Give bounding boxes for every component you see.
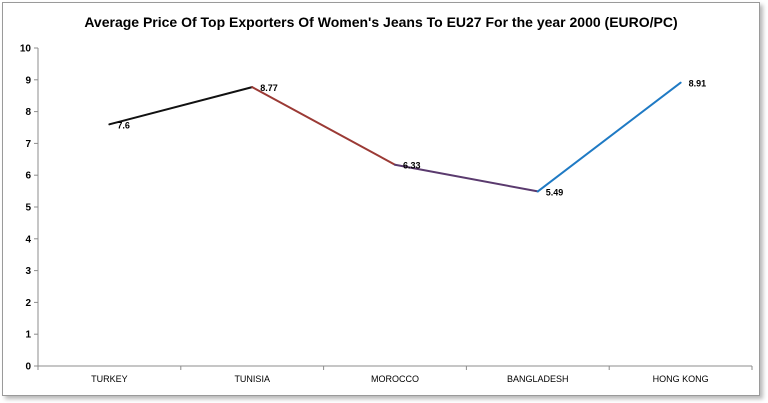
x-axis-ticks: TURKEY TUNISIA MOROCCO BANGLADESH HONG KONG <box>37 366 753 384</box>
chart-title: Average Price Of Top Exporters Of Women'… <box>84 14 677 30</box>
x-tick-label: HONG KONG <box>653 374 709 384</box>
y-tick-label: 4 <box>25 234 31 245</box>
y-tick-label: 9 <box>25 75 31 86</box>
y-axis-ticks: 0 1 2 3 4 5 6 7 8 9 10 <box>20 44 38 373</box>
y-tick-label: 0 <box>25 362 31 373</box>
line-segment <box>394 163 539 193</box>
data-label: 7.6 <box>117 120 130 130</box>
y-tick-label: 10 <box>20 44 32 55</box>
data-label: 5.49 <box>546 187 564 197</box>
line-segment <box>536 81 682 193</box>
y-tick-label: 2 <box>25 298 31 309</box>
line-segment <box>108 86 254 126</box>
y-tick-label: 8 <box>25 107 31 118</box>
data-label: 8.91 <box>689 79 707 89</box>
x-tick-label: BANGLADESH <box>507 374 569 384</box>
y-tick-label: 7 <box>25 139 31 150</box>
x-tick-label: TUNISIA <box>234 374 270 384</box>
data-label: 8.77 <box>260 83 278 93</box>
y-tick-label: 3 <box>25 266 31 277</box>
y-tick-label: 5 <box>25 203 31 214</box>
chart-axes <box>37 48 752 367</box>
chart-frame <box>2 2 760 396</box>
x-tick-label: MOROCCO <box>371 374 419 384</box>
y-tick-label: 6 <box>25 171 31 182</box>
data-labels: 7.6 8.77 6.33 5.49 8.91 <box>117 79 706 198</box>
data-label: 6.33 <box>403 161 421 171</box>
y-tick-label: 1 <box>25 330 31 341</box>
line-segment <box>251 86 396 166</box>
x-tick-label: TURKEY <box>91 374 128 384</box>
line-series <box>108 81 682 193</box>
